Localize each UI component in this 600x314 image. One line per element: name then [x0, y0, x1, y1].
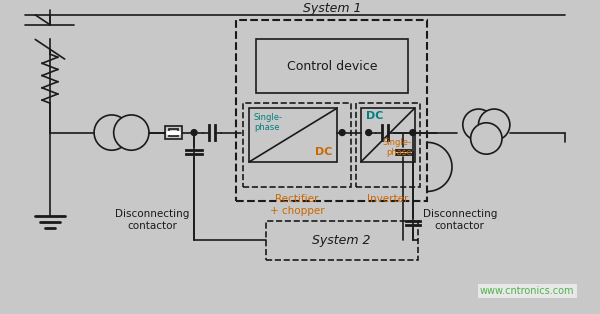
Text: Single-
phase: Single- phase [383, 138, 412, 157]
Bar [356, 103, 419, 187]
Circle shape [339, 130, 345, 136]
Text: Control device: Control device [287, 60, 377, 73]
Text: System 2: System 2 [313, 234, 371, 247]
Bar [169, 129, 178, 137]
Circle shape [191, 130, 197, 136]
Circle shape [463, 109, 494, 140]
Circle shape [366, 130, 371, 136]
Text: Rectifier
+ chopper: Rectifier + chopper [270, 194, 325, 216]
Text: Single-
phase: Single- phase [254, 113, 283, 133]
Text: System 1: System 1 [302, 2, 361, 15]
Bar [249, 108, 337, 162]
Bar [256, 40, 408, 93]
Text: Inverter: Inverter [367, 194, 409, 204]
Bar [164, 126, 182, 139]
Circle shape [113, 115, 149, 150]
Text: www.cntronics.com: www.cntronics.com [480, 286, 575, 296]
Circle shape [410, 130, 416, 136]
Circle shape [478, 109, 510, 140]
Bar [243, 103, 351, 187]
Text: Disconnecting
contactor: Disconnecting contactor [422, 209, 497, 231]
Bar [361, 108, 415, 162]
Circle shape [366, 130, 371, 136]
Bar [236, 20, 427, 201]
Text: DC: DC [315, 147, 332, 157]
Circle shape [470, 123, 502, 154]
Text: Disconnecting
contactor: Disconnecting contactor [115, 209, 189, 231]
Bar [266, 221, 418, 260]
Text: DC: DC [366, 111, 383, 121]
Circle shape [94, 115, 130, 150]
